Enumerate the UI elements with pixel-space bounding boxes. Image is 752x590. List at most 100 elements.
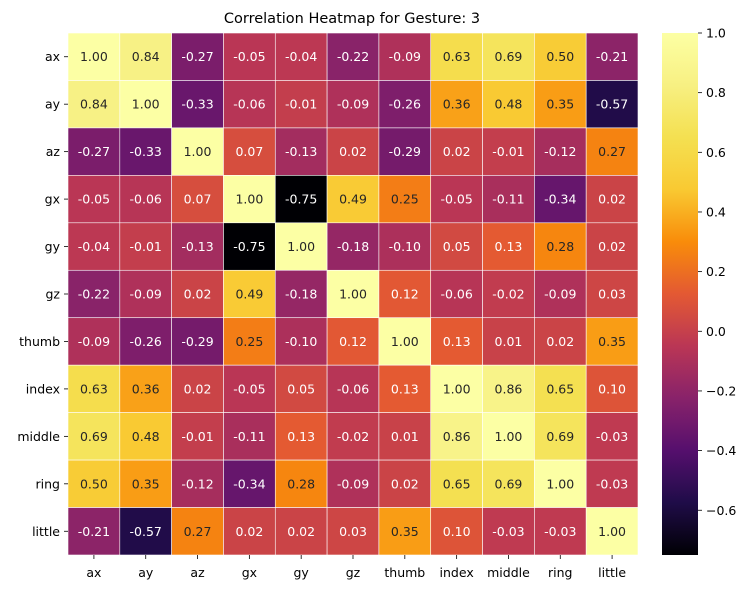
heatmap-cell <box>67 222 121 271</box>
heatmap-cell <box>482 175 535 224</box>
heatmap-cell <box>67 269 121 319</box>
heatmap-cell-value: -0.29 <box>389 144 421 159</box>
heatmap-cell-value: 0.84 <box>80 97 108 112</box>
heatmap-cell-value: 0.25 <box>391 192 419 207</box>
heatmap-cell-value: 0.49 <box>339 192 367 207</box>
heatmap-cell-value: 0.69 <box>80 429 108 444</box>
heatmap-cell <box>534 507 587 556</box>
heatmap-cell-value: 0.84 <box>132 49 160 64</box>
heatmap-cell-value: -0.26 <box>389 97 421 112</box>
heatmap-cell-value: -0.02 <box>337 429 369 444</box>
y-tick-label: az <box>46 144 61 159</box>
heatmap-cell-value: 0.07 <box>184 192 212 207</box>
heatmap-cell <box>326 175 380 224</box>
heatmap-cell <box>378 364 432 413</box>
heatmap-cell <box>482 459 535 508</box>
heatmap-cell-value: 0.13 <box>287 429 315 444</box>
heatmap-cell-value: 0.28 <box>287 476 315 491</box>
heatmap-cell <box>585 507 639 556</box>
heatmap-cell-value: -0.21 <box>78 524 110 539</box>
heatmap-cell <box>119 507 172 556</box>
heatmap-cell-value: -0.57 <box>596 97 628 112</box>
heatmap-cell <box>274 364 328 413</box>
heatmap-cell-value: -0.05 <box>440 192 472 207</box>
heatmap-value-labels: 1.00 0.84 -0.27 -0.05 -0.04 -0.22 -0.09 0.63 0.6… <box>78 49 629 539</box>
heatmap-cell <box>482 80 535 129</box>
heatmap-cell <box>585 412 639 461</box>
heatmap-cell-value: -0.11 <box>233 429 265 444</box>
heatmap-cell <box>430 364 483 413</box>
heatmap-cell <box>326 412 380 461</box>
x-tick-label: ring <box>548 565 572 580</box>
heatmap-cell <box>171 32 224 81</box>
heatmap-cell-value: 0.02 <box>184 381 212 396</box>
heatmap-cell <box>430 459 483 508</box>
heatmap-cell-value: 1.00 <box>235 192 263 207</box>
heatmap-cell <box>223 364 276 413</box>
heatmap-cell <box>67 459 121 508</box>
heatmap-cell-value: 0.01 <box>391 429 419 444</box>
heatmap-cell-value: -0.34 <box>544 192 576 207</box>
heatmap-cell-value: 1.00 <box>495 429 523 444</box>
y-tick-label: thumb <box>19 334 60 349</box>
heatmap-cell <box>534 175 587 224</box>
heatmap-cell-value: -0.12 <box>181 476 213 491</box>
heatmap-cell <box>378 222 432 271</box>
heatmap-cell-value: -0.22 <box>78 287 110 302</box>
heatmap-cell <box>326 364 380 413</box>
y-tick-label: ring <box>36 476 60 491</box>
heatmap-cell-value: -0.09 <box>337 97 369 112</box>
heatmap-cell <box>171 80 224 129</box>
y-axis-ticks: ax ay az gx gy gz thumb index middle ring little <box>17 49 68 539</box>
heatmap-cell <box>67 32 121 81</box>
y-tick-label: ax <box>45 49 60 64</box>
heatmap-cell-value: 1.00 <box>287 239 315 254</box>
heatmap-cell-value: -0.21 <box>596 49 628 64</box>
heatmap-cell <box>223 317 276 366</box>
heatmap-cell <box>430 32 483 81</box>
heatmap-cell <box>171 412 224 461</box>
x-tick-label: middle <box>487 565 530 580</box>
heatmap-cell-value: 0.02 <box>598 239 626 254</box>
heatmap-cell <box>585 80 639 129</box>
x-tick-label: gz <box>346 565 361 580</box>
heatmap-cell-value: 0.35 <box>132 476 160 491</box>
colorbar-tick-label: 1.0 <box>706 26 726 41</box>
heatmap-cell-value: -0.27 <box>181 49 213 64</box>
heatmap-cell-value: 0.03 <box>339 524 367 539</box>
heatmap-cell-value: -0.06 <box>233 97 265 112</box>
heatmap-cell-value: 0.69 <box>495 476 523 491</box>
colorbar-tick-label: −0.6 <box>706 503 736 518</box>
heatmap-cell-value: -0.27 <box>78 144 110 159</box>
heatmap-cell <box>585 222 639 271</box>
heatmap-cell-value: 0.02 <box>546 334 574 349</box>
heatmap-cell <box>274 459 328 508</box>
heatmap-cell <box>534 80 587 129</box>
heatmap-cell <box>119 175 172 224</box>
colorbar-tick-label: −0.2 <box>706 383 736 398</box>
heatmap-cell-value: -0.09 <box>544 287 576 302</box>
heatmap-cell-value: -0.22 <box>337 49 369 64</box>
heatmap-cell-value: 0.12 <box>339 334 367 349</box>
y-tick-label: middle <box>17 429 60 444</box>
heatmap-cell-value: -0.09 <box>337 476 369 491</box>
heatmap-cell <box>223 175 276 224</box>
heatmap-cell <box>482 317 535 366</box>
heatmap-cell-value: -0.11 <box>492 192 524 207</box>
x-tick-label: ax <box>86 565 101 580</box>
heatmap-cell-value: 0.01 <box>495 334 523 349</box>
heatmap-cell-value: -0.13 <box>181 239 213 254</box>
heatmap-cell <box>119 32 172 81</box>
heatmap-cell <box>326 127 380 176</box>
heatmap-cell-value: 0.63 <box>443 49 471 64</box>
y-tick-label: gx <box>45 192 60 207</box>
heatmap-cell-value: 0.48 <box>132 429 160 444</box>
heatmap-cell-value: 1.00 <box>546 476 574 491</box>
heatmap-cell <box>482 269 535 319</box>
x-axis-ticks: ax ay az gx gy gz thumb index middle ring little <box>86 555 626 580</box>
heatmap-cell <box>378 127 432 176</box>
heatmap-cell-value: -0.06 <box>337 381 369 396</box>
heatmap-cell-value: 0.25 <box>235 334 263 349</box>
heatmap-cell <box>482 127 535 176</box>
